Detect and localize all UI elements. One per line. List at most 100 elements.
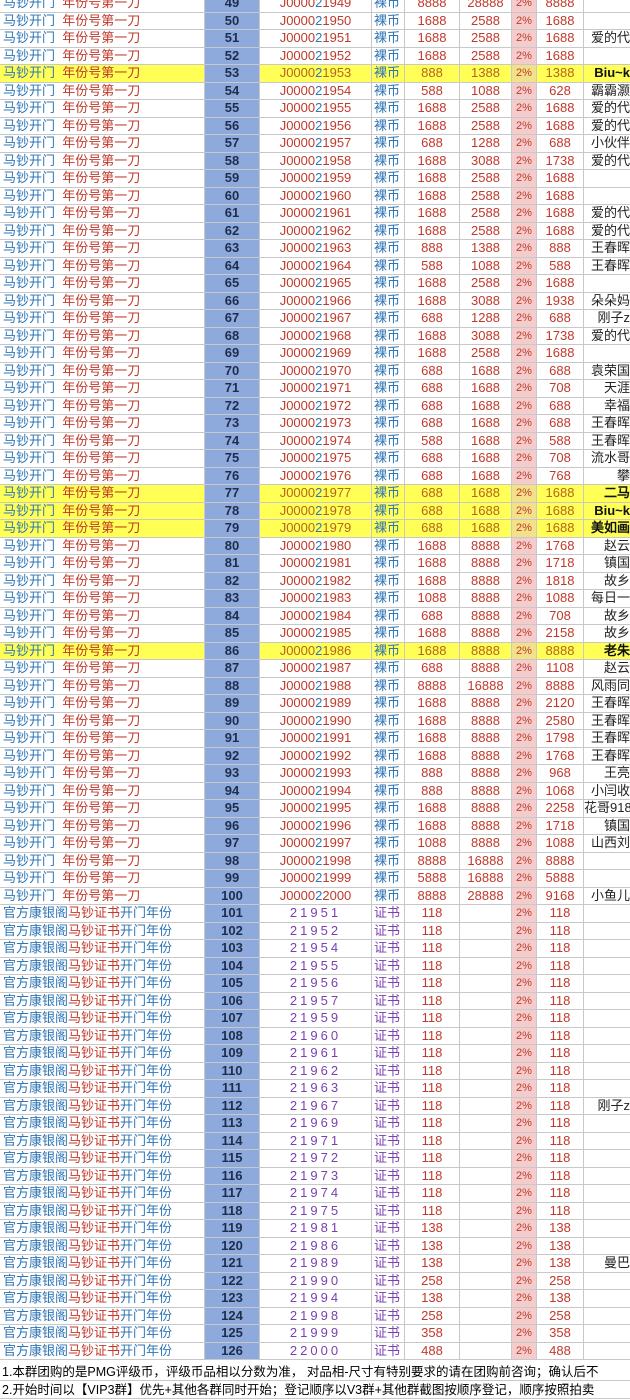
buyer-cell[interactable] bbox=[584, 0, 630, 12]
rate-cell[interactable]: 2% bbox=[512, 940, 537, 957]
reference-price-cell[interactable] bbox=[460, 1237, 512, 1254]
buyer-cell[interactable] bbox=[584, 1273, 630, 1290]
type-cell[interactable]: 裸币 bbox=[372, 835, 405, 852]
item-name-cell[interactable]: 官方康银阁马钞证书开门年份 bbox=[0, 1290, 205, 1307]
serial-code-cell[interactable]: J000021978 bbox=[260, 502, 372, 519]
buyer-cell[interactable]: 赵云 bbox=[603, 537, 630, 553]
final-price-cell[interactable]: 258 bbox=[537, 1307, 584, 1324]
row-number-cell[interactable]: 117 bbox=[205, 1185, 260, 1202]
reference-price-cell[interactable]: 8888 bbox=[460, 695, 512, 712]
start-price-cell[interactable]: 1688 bbox=[405, 47, 460, 64]
buyer-cell[interactable] bbox=[584, 1168, 630, 1185]
rate-cell[interactable]: 2% bbox=[512, 275, 537, 292]
item-name-cell[interactable]: 官方康银阁马钞证书开门年份 bbox=[0, 1342, 205, 1359]
row-number-cell[interactable]: 94 bbox=[205, 782, 260, 799]
item-name-cell[interactable]: 马钞开门 年份号第一刀 bbox=[0, 152, 205, 169]
item-name-cell[interactable]: 马钞开门 年份号第一刀 bbox=[0, 712, 205, 729]
reference-price-cell[interactable]: 8888 bbox=[460, 555, 512, 572]
buyer-cell[interactable] bbox=[584, 870, 630, 887]
rate-cell[interactable]: 2% bbox=[512, 432, 537, 449]
rate-cell[interactable]: 2% bbox=[512, 852, 537, 869]
rate-cell[interactable]: 2% bbox=[512, 1010, 537, 1027]
final-price-cell[interactable]: 1688 bbox=[537, 520, 584, 537]
start-price-cell[interactable]: 118 bbox=[405, 992, 460, 1009]
row-number-cell[interactable]: 121 bbox=[205, 1255, 260, 1272]
rate-cell[interactable]: 2% bbox=[512, 1255, 537, 1272]
buyer-cell[interactable] bbox=[584, 1308, 630, 1325]
row-number-cell[interactable]: 89 bbox=[205, 695, 260, 712]
start-price-cell[interactable]: 1688 bbox=[405, 12, 460, 29]
reference-price-cell[interactable]: 8888 bbox=[460, 607, 512, 624]
final-price-cell[interactable]: 138 bbox=[537, 1220, 584, 1237]
row-number-cell[interactable]: 90 bbox=[205, 712, 260, 729]
final-price-cell[interactable]: 8888 bbox=[537, 0, 584, 12]
reference-price-cell[interactable]: 8888 bbox=[460, 712, 512, 729]
buyer-cell[interactable]: 王春晖 bbox=[590, 415, 630, 430]
final-price-cell[interactable]: 628 bbox=[537, 82, 584, 99]
type-cell[interactable]: 裸币 bbox=[372, 222, 405, 239]
start-price-cell[interactable]: 688 bbox=[405, 310, 460, 327]
rate-cell[interactable]: 2% bbox=[512, 345, 537, 362]
serial-code-cell[interactable]: J000021991 bbox=[260, 730, 372, 747]
final-price-cell[interactable]: 688 bbox=[537, 397, 584, 414]
buyer-cell[interactable]: 霸霸灏 bbox=[590, 82, 630, 98]
item-name-cell[interactable]: 马钞开门 年份号第一刀 bbox=[0, 345, 205, 362]
reference-price-cell[interactable] bbox=[460, 1220, 512, 1237]
reference-price-cell[interactable] bbox=[460, 1097, 512, 1114]
rate-cell[interactable]: 2% bbox=[512, 765, 537, 782]
row-number-cell[interactable]: 106 bbox=[205, 992, 260, 1009]
start-price-cell[interactable]: 8888 bbox=[405, 0, 460, 12]
final-price-cell[interactable]: 1688 bbox=[537, 502, 584, 519]
item-name-cell[interactable]: 马钞开门 年份号第一刀 bbox=[0, 222, 205, 239]
item-name-cell[interactable]: 马钞开门 年份号第一刀 bbox=[0, 117, 205, 134]
type-cell[interactable]: 证书 bbox=[372, 957, 405, 974]
reference-price-cell[interactable]: 1688 bbox=[460, 450, 512, 467]
start-price-cell[interactable]: 688 bbox=[405, 467, 460, 484]
rate-cell[interactable]: 2% bbox=[512, 992, 537, 1009]
final-price-cell[interactable]: 1688 bbox=[537, 485, 584, 502]
row-number-cell[interactable]: 100 bbox=[205, 887, 260, 904]
type-cell[interactable]: 证书 bbox=[372, 1010, 405, 1027]
type-cell[interactable]: 证书 bbox=[372, 1325, 405, 1342]
serial-code-cell[interactable]: 21957 bbox=[260, 992, 372, 1009]
reference-price-cell[interactable] bbox=[460, 1010, 512, 1027]
row-number-cell[interactable]: 78 bbox=[205, 502, 260, 519]
serial-code-cell[interactable]: J000021959 bbox=[260, 170, 372, 187]
buyer-cell[interactable]: 刚子z bbox=[597, 1097, 630, 1113]
start-price-cell[interactable]: 688 bbox=[405, 380, 460, 397]
serial-code-cell[interactable]: J000021963 bbox=[260, 240, 372, 257]
buyer-cell[interactable] bbox=[584, 1115, 630, 1132]
reference-price-cell[interactable] bbox=[460, 922, 512, 939]
buyer-cell[interactable]: 小鱼儿 bbox=[590, 887, 630, 903]
row-number-cell[interactable]: 73 bbox=[205, 415, 260, 432]
type-cell[interactable]: 裸币 bbox=[372, 467, 405, 484]
rate-cell[interactable]: 2% bbox=[512, 1185, 537, 1202]
rate-cell[interactable]: 2% bbox=[512, 12, 537, 29]
buyer-cell[interactable] bbox=[584, 853, 630, 870]
buyer-cell[interactable]: 爱的代 bbox=[590, 152, 630, 168]
start-price-cell[interactable]: 888 bbox=[405, 765, 460, 782]
start-price-cell[interactable]: 118 bbox=[405, 1167, 460, 1184]
serial-code-cell[interactable]: J000021989 bbox=[260, 695, 372, 712]
rate-cell[interactable]: 2% bbox=[512, 1307, 537, 1324]
row-number-cell[interactable]: 125 bbox=[205, 1325, 260, 1342]
final-price-cell[interactable]: 118 bbox=[537, 1115, 584, 1132]
final-price-cell[interactable]: 1688 bbox=[537, 275, 584, 292]
start-price-cell[interactable]: 118 bbox=[405, 1010, 460, 1027]
final-price-cell[interactable]: 688 bbox=[537, 135, 584, 152]
serial-code-cell[interactable]: J000021981 bbox=[260, 555, 372, 572]
row-number-cell[interactable]: 71 bbox=[205, 380, 260, 397]
rate-cell[interactable]: 2% bbox=[512, 380, 537, 397]
type-cell[interactable]: 裸币 bbox=[372, 642, 405, 659]
serial-code-cell[interactable]: J000021969 bbox=[260, 345, 372, 362]
buyer-cell[interactable]: 刚子z bbox=[597, 310, 630, 325]
reference-price-cell[interactable]: 1688 bbox=[460, 467, 512, 484]
buyer-cell[interactable] bbox=[584, 188, 630, 205]
reference-price-cell[interactable]: 2588 bbox=[460, 100, 512, 117]
rate-cell[interactable]: 2% bbox=[512, 677, 537, 694]
row-number-cell[interactable]: 68 bbox=[205, 327, 260, 344]
serial-code-cell[interactable]: J000021951 bbox=[260, 30, 372, 47]
rate-cell[interactable]: 2% bbox=[512, 870, 537, 887]
buyer-cell[interactable] bbox=[584, 1133, 630, 1150]
item-name-cell[interactable]: 马钞开门 年份号第一刀 bbox=[0, 397, 205, 414]
